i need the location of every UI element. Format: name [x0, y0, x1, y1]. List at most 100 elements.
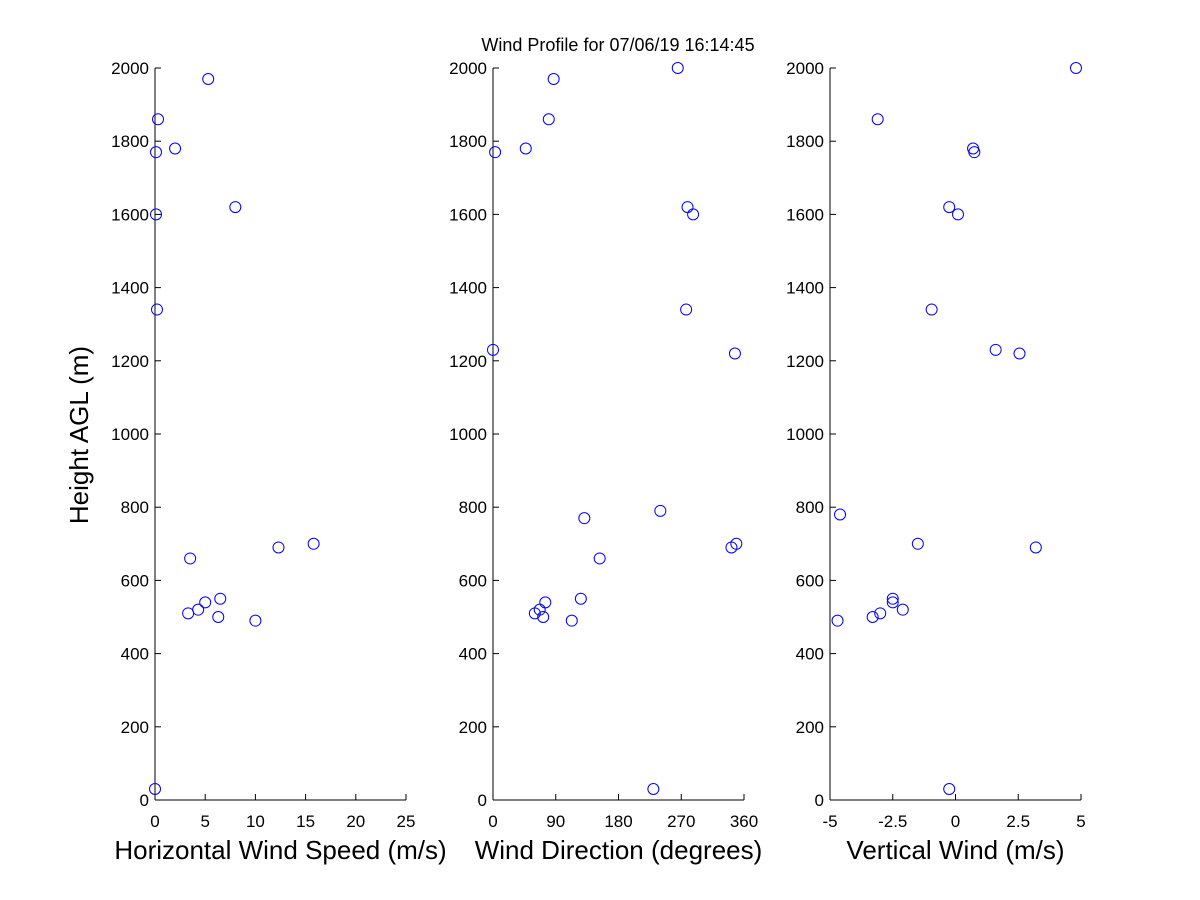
- y-tick-label: 1800: [449, 132, 487, 151]
- y-tick-label: 2000: [111, 59, 149, 78]
- y-tick-label: 1800: [111, 132, 149, 151]
- x-tick-label: 180: [604, 812, 632, 831]
- data-point: [911, 537, 924, 550]
- y-tick-label: 1000: [111, 425, 149, 444]
- data-point: [547, 72, 560, 85]
- data-point: [184, 552, 197, 565]
- y-tick-label: 200: [121, 718, 149, 737]
- y-tick-label: 600: [796, 571, 824, 590]
- data-point: [989, 343, 1002, 356]
- data-point: [654, 504, 667, 517]
- data-point: [202, 72, 215, 85]
- data-point: [1013, 347, 1026, 360]
- data-point: [896, 603, 909, 616]
- y-tick-label: 0: [478, 791, 487, 810]
- y-tick-label: 1600: [449, 205, 487, 224]
- data-point: [871, 113, 884, 126]
- data-point: [151, 303, 164, 316]
- y-axis-label: Height AGL (m): [64, 346, 94, 524]
- y-tick-label: 1000: [449, 425, 487, 444]
- x-tick-label: 25: [397, 812, 416, 831]
- data-point: [647, 783, 660, 796]
- data-point: [671, 62, 684, 74]
- x-tick-label: 270: [667, 812, 695, 831]
- data-point: [539, 596, 552, 609]
- data-point: [565, 614, 578, 627]
- data-point: [886, 592, 899, 605]
- data-point: [487, 343, 499, 356]
- data-point: [730, 537, 743, 550]
- y-tick-label: 1200: [786, 352, 824, 371]
- data-point: [199, 596, 212, 609]
- panel-3: 0 200 400 600 800 1000 1200 1400 1600 1800 2000 -5 -…: [786, 59, 1086, 865]
- data-point: [943, 201, 956, 214]
- y-tick-label: 2000: [449, 59, 487, 78]
- data-point: [886, 596, 899, 609]
- x-tick-label: -2.5: [878, 812, 907, 831]
- data-point: [272, 541, 285, 554]
- x-axis-label: Horizontal Wind Speed (m/s): [114, 835, 446, 865]
- data-point: [831, 614, 844, 627]
- x-tick-label: 20: [346, 812, 365, 831]
- y-tick-label: 1200: [111, 352, 149, 371]
- x-tick-label: 15: [296, 812, 315, 831]
- x-tick-label: 0: [150, 812, 159, 831]
- y-tick-label: 1400: [449, 279, 487, 298]
- data-point: [149, 783, 161, 796]
- panel-2: 0 200 400 600 800 1000 1200 1400 1600 1800 2000 0 90…: [449, 59, 762, 865]
- data-point: [687, 208, 700, 221]
- x-tick-label: 10: [246, 812, 265, 831]
- x-axis-label: Vertical Wind (m/s): [846, 835, 1064, 865]
- data-point: [489, 146, 502, 159]
- y-tick-label: 1600: [111, 205, 149, 224]
- y-tick-label: 400: [459, 645, 487, 664]
- y-tick-label: 400: [121, 645, 149, 664]
- y-tick-label: 600: [121, 571, 149, 590]
- data-point: [150, 208, 163, 221]
- x-tick-label: -5: [822, 812, 837, 831]
- x-tick-label: 2.5: [1006, 812, 1030, 831]
- data-point: [574, 592, 587, 605]
- y-tick-label: 1800: [786, 132, 824, 151]
- x-axis-label: Wind Direction (degrees): [475, 835, 763, 865]
- x-tick-label: 360: [730, 812, 758, 831]
- y-tick-label: 0: [815, 791, 824, 810]
- y-tick-label: 200: [796, 718, 824, 737]
- x-tick-label: 5: [200, 812, 209, 831]
- data-point: [834, 508, 847, 521]
- panel-1: 0 200 400 600 800 1000 1200 1400 1600 1800 2000 0 5 1…: [111, 59, 447, 865]
- x-tick-label: 5: [1076, 812, 1085, 831]
- x-tick-label: 90: [546, 812, 565, 831]
- x-tick-label: 0: [488, 812, 497, 831]
- data-point: [249, 614, 262, 627]
- data-point: [192, 603, 205, 616]
- data-point: [169, 142, 182, 155]
- data-point: [542, 113, 555, 126]
- data-point: [874, 607, 887, 620]
- data-point: [967, 142, 980, 155]
- y-tick-label: 1400: [111, 279, 149, 298]
- x-tick-label: 0: [951, 812, 960, 831]
- data-point: [150, 146, 163, 159]
- y-tick-label: 1000: [786, 425, 824, 444]
- data-point: [952, 208, 965, 221]
- data-point: [182, 607, 195, 620]
- y-tick-label: 800: [459, 498, 487, 517]
- y-tick-label: 400: [796, 645, 824, 664]
- data-point: [1069, 62, 1082, 74]
- data-point: [229, 201, 242, 214]
- data-point: [212, 611, 225, 623]
- data-point: [725, 541, 738, 554]
- data-point: [1029, 541, 1042, 554]
- data-point: [681, 201, 694, 214]
- data-point: [533, 603, 546, 616]
- data-point: [578, 512, 591, 525]
- data-point: [519, 142, 532, 155]
- data-point: [307, 537, 320, 550]
- data-point: [728, 347, 741, 360]
- y-tick-label: 1400: [786, 279, 824, 298]
- data-point: [925, 303, 938, 316]
- y-tick-label: 800: [796, 498, 824, 517]
